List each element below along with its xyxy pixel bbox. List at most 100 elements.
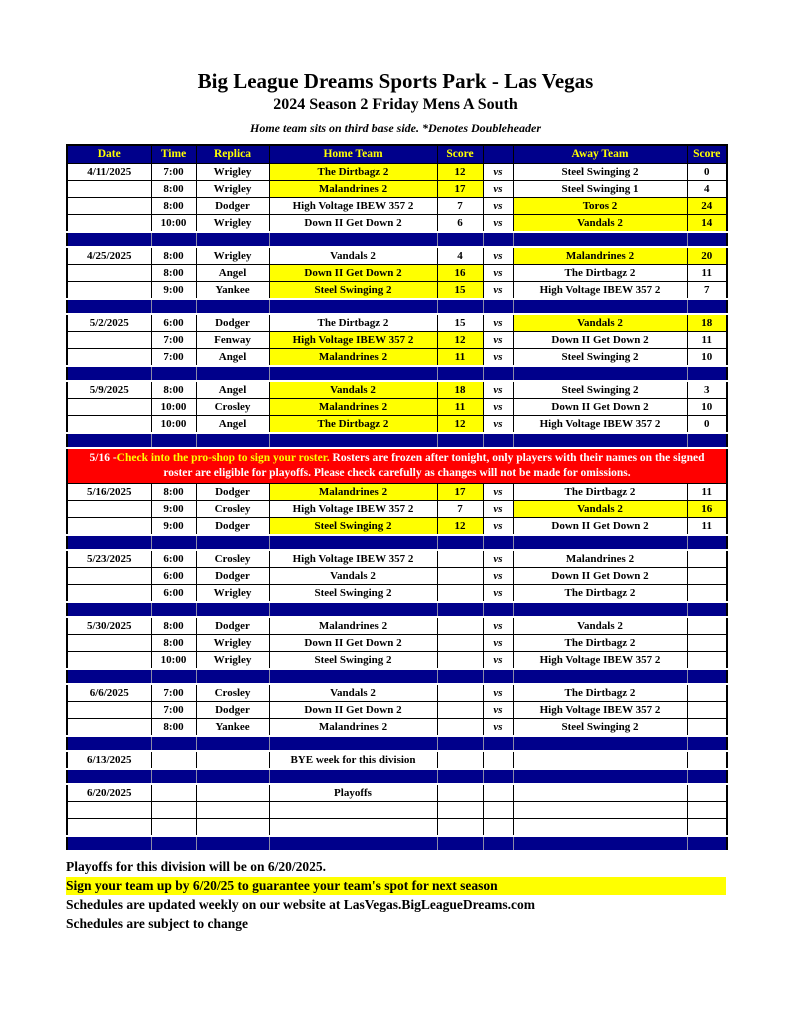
replica-cell: Yankee — [195, 281, 270, 300]
home-score-cell: 12 — [436, 415, 484, 434]
separator-cell — [482, 768, 514, 785]
special-text-cell: Playoffs — [268, 783, 438, 802]
separator-cell — [686, 534, 728, 551]
vs-cell: vs — [482, 180, 514, 198]
away-score-cell: 11 — [686, 517, 728, 536]
separator-cell — [268, 365, 438, 382]
away-score-cell: 11 — [686, 264, 728, 282]
header-away-score: Score — [686, 144, 728, 164]
date-cell — [66, 517, 152, 536]
separator-row — [66, 768, 728, 785]
separator-cell — [436, 534, 484, 551]
game-row: 5/23/2025 6:00 Crosley High Voltage IBEW 35… — [66, 549, 728, 568]
notice-prefix: 5/16 - — [89, 452, 117, 464]
separator-cell — [66, 534, 152, 551]
date-cell — [66, 801, 152, 819]
away-team-cell: The Dirtbagz 2 — [512, 584, 688, 603]
separator-cell — [150, 298, 197, 315]
separator-cell — [482, 668, 514, 685]
time-cell: 7:00 — [150, 701, 197, 719]
replica-cell: Dodger — [195, 567, 270, 585]
away-team-cell: Down II Get Down 2 — [512, 517, 688, 536]
replica-cell: Wrigley — [195, 634, 270, 652]
vs-cell: vs — [482, 517, 514, 536]
vs-cell: vs — [482, 634, 514, 652]
time-cell: 8:00 — [150, 246, 197, 265]
game-row: 6:00 Wrigley Steel Swinging 2 vs The Dirtbag… — [66, 584, 728, 603]
vs-cell: vs — [482, 616, 514, 635]
separator-cell — [150, 534, 197, 551]
separator-row — [66, 298, 728, 315]
home-team-cell: The Dirtbagz 2 — [268, 313, 438, 332]
separator-row — [66, 365, 728, 382]
page-title: Big League Dreams Sports Park - Las Vega… — [197, 69, 594, 93]
vs-cell — [482, 750, 514, 770]
separator-cell — [482, 298, 514, 315]
away-score-cell: 10 — [686, 348, 728, 367]
separator-cell — [686, 432, 728, 449]
away-score-cell: 10 — [686, 398, 728, 416]
home-team-cell: Down II Get Down 2 — [268, 214, 438, 233]
replica-cell: Dodger — [195, 616, 270, 635]
separator-row — [66, 534, 728, 551]
separator-cell — [195, 601, 270, 618]
game-row: 9:00 Dodger Steel Swinging 2 12 vs Down II Ge… — [66, 517, 728, 536]
date-cell — [66, 398, 152, 416]
date-cell: 4/11/2025 — [66, 163, 152, 181]
home-score-cell — [436, 701, 484, 719]
special-row: 6/20/2025 Playoffs — [66, 783, 728, 802]
away-score-cell: 4 — [686, 180, 728, 198]
away-score-cell: 24 — [686, 197, 728, 215]
away-team-cell: High Voltage IBEW 357 2 — [512, 415, 688, 434]
away-team-cell: Steel Swinging 2 — [512, 718, 688, 737]
replica-cell: Dodger — [195, 517, 270, 536]
separator-cell — [150, 365, 197, 382]
home-team-cell — [268, 801, 438, 819]
separator-cell — [482, 735, 514, 752]
away-score-cell — [686, 549, 728, 568]
date-cell: 4/25/2025 — [66, 246, 152, 265]
home-score-cell: 16 — [436, 264, 484, 282]
separator-cell — [268, 735, 438, 752]
separator-row — [66, 835, 728, 852]
home-team-cell: Malandrines 2 — [268, 718, 438, 737]
separator-cell — [512, 432, 688, 449]
special-row: 6/13/2025 BYE week for this division — [66, 750, 728, 770]
replica-cell: Crosley — [195, 683, 270, 702]
replica-cell: Wrigley — [195, 214, 270, 233]
away-team-cell: The Dirtbagz 2 — [512, 634, 688, 652]
game-row: 9:00 Yankee Steel Swinging 2 15 vs High Volta… — [66, 281, 728, 300]
time-cell: 8:00 — [150, 718, 197, 737]
separator-cell — [150, 735, 197, 752]
replica-cell: Angel — [195, 415, 270, 434]
separator-cell — [150, 231, 197, 248]
separator-cell — [195, 668, 270, 685]
date-cell — [66, 818, 152, 837]
vs-cell: vs — [482, 567, 514, 585]
separator-cell — [512, 601, 688, 618]
game-row: 4/25/2025 8:00 Wrigley Vandals 2 4 vs Malandri… — [66, 246, 728, 265]
home-team-cell: Steel Swinging 2 — [268, 517, 438, 536]
home-team-cell: Vandals 2 — [268, 683, 438, 702]
separator-cell — [436, 298, 484, 315]
footer-website-line: Schedules are updated weekly on our webs… — [66, 897, 536, 912]
replica-cell: Dodger — [195, 483, 270, 501]
separator-cell — [482, 601, 514, 618]
separator-cell — [195, 835, 270, 852]
home-score-cell — [436, 818, 484, 837]
date-cell — [66, 281, 152, 300]
home-score-cell: 11 — [436, 348, 484, 367]
home-team-cell: Malandrines 2 — [268, 180, 438, 198]
time-cell: 10:00 — [150, 651, 197, 670]
separator-cell — [512, 768, 688, 785]
vs-cell: vs — [482, 246, 514, 265]
separator-cell — [268, 768, 438, 785]
separator-cell — [195, 534, 270, 551]
separator-cell — [436, 231, 484, 248]
date-cell — [66, 264, 152, 282]
separator-row — [66, 735, 728, 752]
time-cell: 8:00 — [150, 197, 197, 215]
away-score-cell: 16 — [686, 500, 728, 518]
separator-row — [66, 668, 728, 685]
separator-cell — [482, 534, 514, 551]
